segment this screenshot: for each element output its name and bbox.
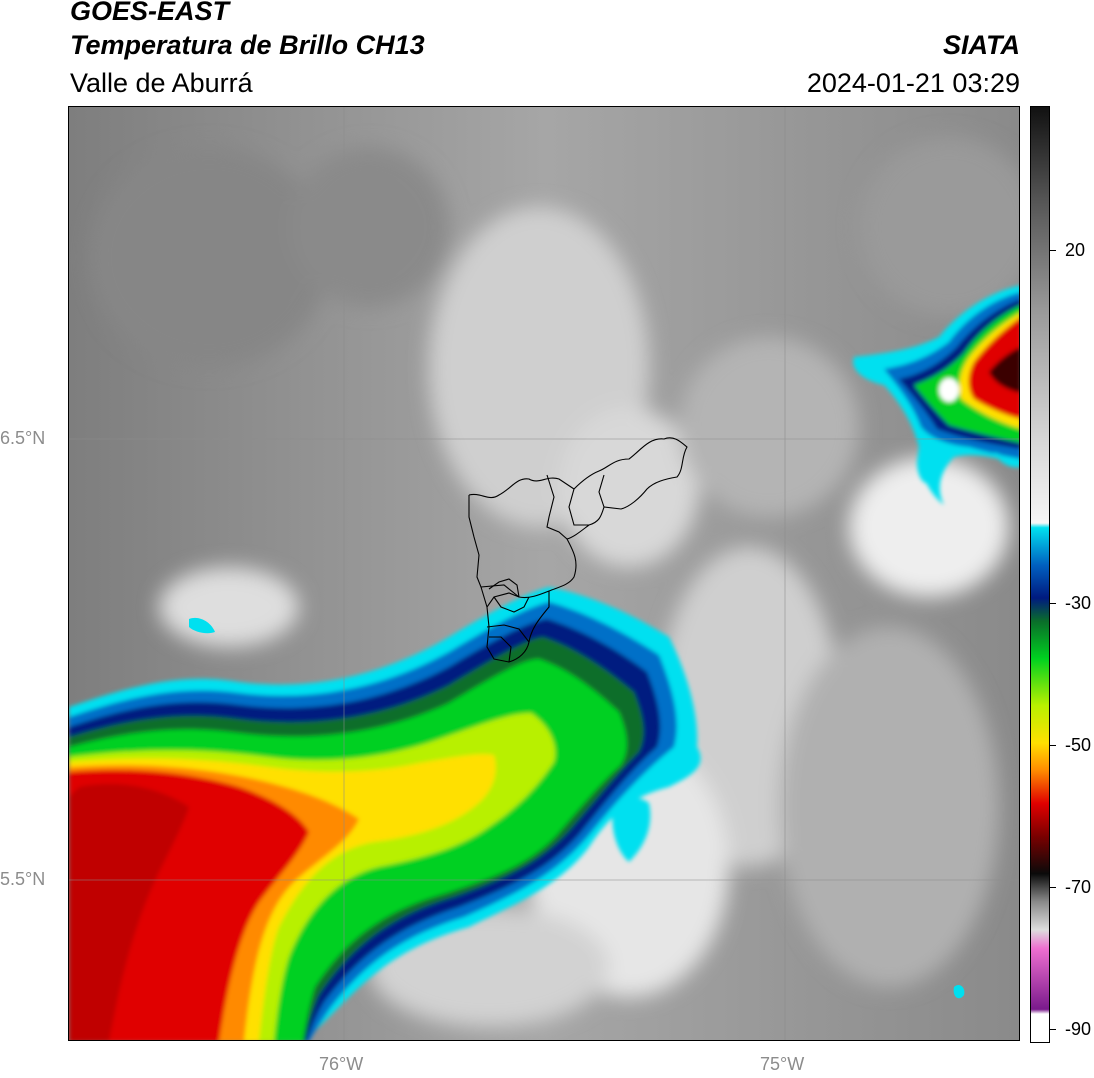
colorbar-tick-label: -30 (1065, 593, 1092, 613)
colorbar-tick (1050, 250, 1056, 251)
organization-label: SIATA (943, 30, 1020, 60)
timestamp-label: 2024-01-21 03:29 (806, 68, 1020, 98)
lon-label-west: 76°W (319, 1054, 364, 1074)
satellite-map[interactable] (68, 106, 1020, 1041)
lon-label-east: 75°W (760, 1054, 805, 1074)
cloud-cell-northeast (853, 285, 1019, 505)
small-cloud-cells (189, 617, 965, 999)
background-field (69, 107, 1019, 1040)
lat-label-north: 6.5°N (0, 428, 46, 448)
region-label: Valle de Aburrá (70, 68, 253, 98)
colorbar-tick-label: -50 (1065, 735, 1092, 755)
satellite-title: GOES-EAST (70, 0, 230, 26)
colorbar-tick (1050, 603, 1056, 604)
map-gridlines (69, 107, 1019, 1040)
colorbar (1030, 106, 1050, 1043)
colorbar-tick-label: 20 (1065, 240, 1086, 260)
colorbar-tick-label: -70 (1065, 877, 1092, 897)
product-title: Temperatura de Brillo CH13 (70, 30, 425, 60)
colorbar-tick-label: -90 (1065, 1019, 1092, 1039)
cloud-band-southwest (69, 587, 701, 1040)
lat-label-south: 5.5°N (0, 869, 46, 889)
colorbar-tick (1050, 1029, 1056, 1030)
colorbar-tick (1050, 887, 1056, 888)
map-canvas (69, 107, 1019, 1040)
municipal-boundaries (468, 437, 688, 663)
colorbar-tick (1050, 745, 1056, 746)
